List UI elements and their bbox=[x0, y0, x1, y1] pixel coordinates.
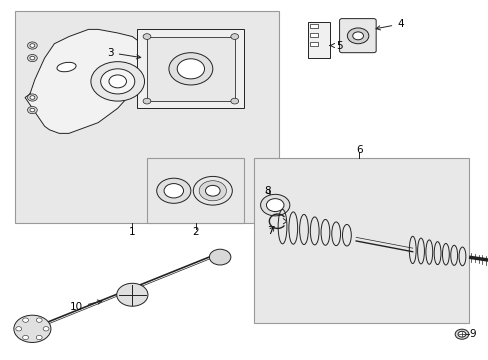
Circle shape bbox=[36, 318, 42, 322]
Bar bbox=[254, 158, 468, 323]
Circle shape bbox=[143, 34, 151, 40]
Circle shape bbox=[457, 331, 465, 337]
Text: 5: 5 bbox=[329, 41, 342, 50]
Text: 10: 10 bbox=[70, 300, 102, 312]
Circle shape bbox=[101, 69, 135, 94]
Circle shape bbox=[43, 327, 49, 331]
Circle shape bbox=[14, 315, 51, 342]
Circle shape bbox=[177, 59, 204, 79]
Bar bbox=[310, 42, 317, 45]
Circle shape bbox=[91, 62, 144, 101]
Circle shape bbox=[157, 178, 190, 203]
Text: 8: 8 bbox=[264, 186, 271, 197]
Polygon shape bbox=[25, 30, 147, 134]
Text: 4: 4 bbox=[375, 19, 403, 30]
Circle shape bbox=[30, 56, 35, 60]
Circle shape bbox=[16, 327, 21, 331]
Circle shape bbox=[27, 107, 37, 114]
Circle shape bbox=[27, 42, 37, 49]
Circle shape bbox=[260, 194, 289, 216]
Text: 1: 1 bbox=[129, 227, 135, 237]
Bar bbox=[137, 30, 244, 108]
Bar bbox=[310, 33, 317, 37]
Circle shape bbox=[143, 98, 151, 104]
Circle shape bbox=[117, 283, 148, 306]
Ellipse shape bbox=[57, 62, 76, 72]
Circle shape bbox=[205, 185, 220, 196]
Circle shape bbox=[230, 34, 238, 40]
Circle shape bbox=[36, 336, 42, 340]
Bar bbox=[310, 24, 317, 28]
Circle shape bbox=[168, 53, 212, 85]
Circle shape bbox=[22, 336, 28, 340]
Circle shape bbox=[193, 176, 232, 205]
Circle shape bbox=[230, 98, 238, 104]
Circle shape bbox=[266, 199, 284, 212]
Bar bbox=[147, 37, 234, 101]
Text: 2: 2 bbox=[192, 227, 199, 237]
Circle shape bbox=[30, 108, 35, 112]
Text: 3: 3 bbox=[107, 48, 141, 59]
Circle shape bbox=[209, 249, 230, 265]
FancyBboxPatch shape bbox=[339, 19, 375, 53]
Circle shape bbox=[346, 28, 368, 44]
Circle shape bbox=[163, 184, 183, 198]
Text: 6: 6 bbox=[355, 144, 362, 154]
Circle shape bbox=[27, 54, 37, 62]
Bar bbox=[15, 12, 278, 223]
Circle shape bbox=[27, 94, 37, 101]
Circle shape bbox=[352, 32, 363, 40]
Circle shape bbox=[22, 318, 28, 322]
Circle shape bbox=[30, 44, 35, 47]
Bar bbox=[147, 158, 244, 223]
Text: 9: 9 bbox=[469, 329, 475, 339]
Circle shape bbox=[30, 96, 35, 99]
FancyBboxPatch shape bbox=[307, 22, 329, 58]
Circle shape bbox=[199, 181, 226, 201]
Text: 7: 7 bbox=[267, 226, 274, 236]
Circle shape bbox=[454, 329, 468, 339]
Circle shape bbox=[109, 75, 126, 88]
